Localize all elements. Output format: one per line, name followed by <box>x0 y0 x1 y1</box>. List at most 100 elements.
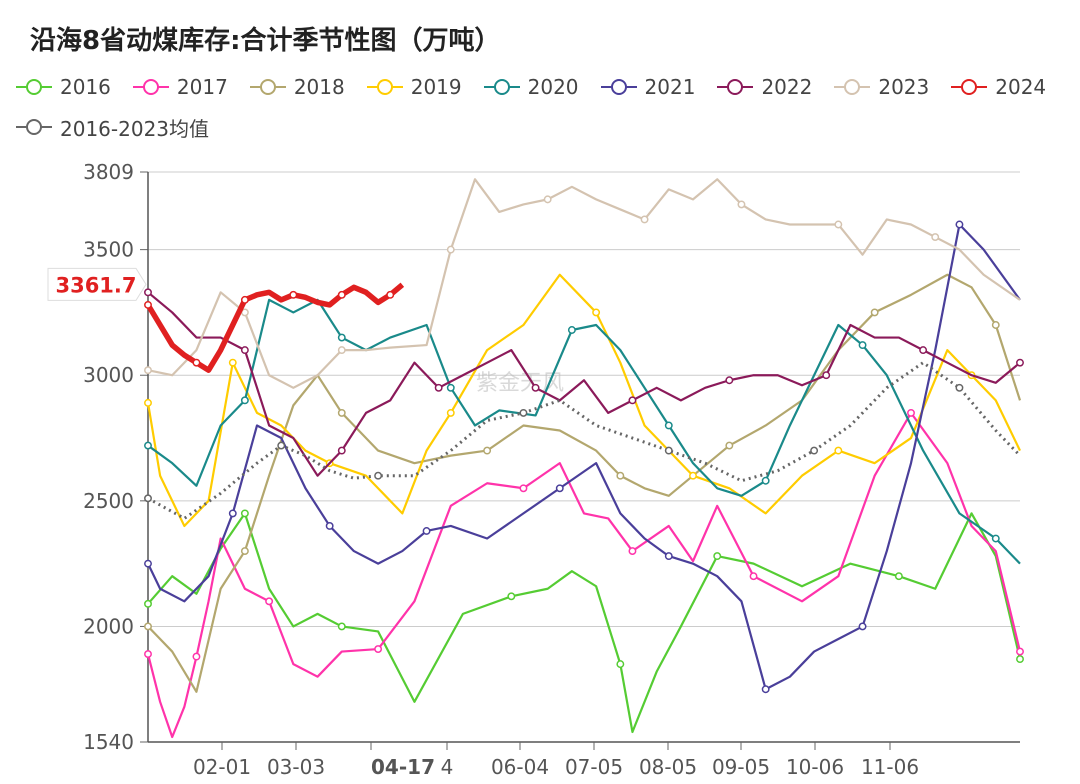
legend-marker-icon <box>483 79 520 95</box>
data-point-2021 <box>858 622 867 631</box>
data-point-2018 <box>337 408 346 417</box>
data-point-2016 <box>240 509 249 518</box>
data-point-2022 <box>434 383 443 392</box>
legend-item-avg[interactable]: 2016-2023均值 <box>14 113 209 142</box>
data-point-2018 <box>616 471 625 480</box>
data-point-2023 <box>337 346 346 355</box>
data-point-2020 <box>858 341 867 350</box>
data-point-2024 <box>386 290 395 299</box>
chart-title: 沿海8省动煤库存:合计季节性图（万吨） <box>30 26 501 56</box>
legend-marker-icon <box>16 79 52 95</box>
data-point-2023 <box>737 200 746 209</box>
data-point-2023 <box>834 220 843 229</box>
data-point-avg <box>810 446 819 455</box>
data-point-2023 <box>446 245 455 254</box>
series-line-2021 <box>147 223 1021 691</box>
legend-label: 2020 <box>527 75 579 99</box>
data-point-2020 <box>664 421 673 430</box>
data-point-2016 <box>713 552 722 561</box>
legend-item-2020[interactable]: 2020 <box>482 75 579 99</box>
data-point-2017 <box>749 572 758 581</box>
data-point-2023 <box>543 195 552 204</box>
data-point-avg <box>144 494 152 503</box>
y-tick-label: 1540 <box>83 730 134 754</box>
data-point-2020 <box>446 383 455 392</box>
legend-item-2017[interactable]: 2017 <box>131 75 228 99</box>
y-tick-label: 2500 <box>83 489 134 513</box>
data-point-2022 <box>531 383 540 392</box>
data-point-2024 <box>289 290 298 299</box>
data-point-2017 <box>192 652 201 661</box>
x-tick-label: 04-17 <box>371 755 435 779</box>
data-point-2017 <box>144 650 152 659</box>
legend-item-2022[interactable]: 2022 <box>715 75 812 99</box>
series-line-2017 <box>146 411 1022 739</box>
legend-label: 2022 <box>761 75 813 99</box>
data-point-2016 <box>144 599 152 608</box>
data-point-2016 <box>507 592 516 601</box>
legend-item-2019[interactable]: 2019 <box>365 75 462 99</box>
data-point-2019 <box>592 308 601 317</box>
data-point-2018 <box>483 446 492 455</box>
x-tick-label: 11-06 <box>861 755 919 779</box>
data-point-2017 <box>1016 647 1024 656</box>
x-tick-label: 02-01 <box>193 755 251 779</box>
data-point-2020 <box>567 326 576 334</box>
current-value-label: 3361.7 <box>55 273 136 297</box>
x-tick-label: 08-05 <box>639 755 697 779</box>
legend-item-2021[interactable]: 2021 <box>599 75 696 99</box>
legend-label: 2016-2023均值 <box>60 116 210 141</box>
y-tick-label: 2000 <box>83 614 134 638</box>
series-line-2018 <box>147 273 1022 693</box>
data-point-2023 <box>640 215 649 224</box>
series-line-2020 <box>147 298 1021 565</box>
y-tick-label: 3809 <box>83 160 134 184</box>
legend-marker-icon <box>717 79 754 95</box>
legend-label: 2018 <box>293 75 345 99</box>
legend-label: 2019 <box>410 75 462 99</box>
data-point-2020 <box>991 534 1000 543</box>
data-point-2022 <box>919 346 928 355</box>
legend-label: 2021 <box>644 75 696 99</box>
legend-marker-icon <box>249 79 286 95</box>
legend-marker-icon <box>834 79 871 95</box>
x-tick-label: 03-03 <box>267 755 325 779</box>
legend-item-2016[interactable]: 2016 <box>14 75 111 99</box>
series-line-2022 <box>147 291 1021 477</box>
series-line-2024 <box>145 282 405 373</box>
data-point-2019 <box>228 358 237 367</box>
data-point-2021 <box>228 509 237 518</box>
data-point-2024 <box>144 300 152 309</box>
data-point-2021 <box>761 685 770 694</box>
data-point-2019 <box>144 398 152 407</box>
data-point-2024 <box>192 358 201 367</box>
watermark: 紫金天风 <box>476 371 564 396</box>
x-tick-label: 07-05 <box>565 755 623 779</box>
x-tick-label: 06-04 <box>491 755 549 779</box>
x-tick-label: 4 <box>441 755 454 779</box>
series-line-2023 <box>147 178 1021 389</box>
data-point-2019 <box>834 446 843 455</box>
data-point-2016 <box>1016 655 1024 664</box>
data-point-2024 <box>337 290 346 299</box>
legend-item-2023[interactable]: 2023 <box>832 75 929 99</box>
data-point-avg <box>519 408 528 417</box>
data-point-2018 <box>144 622 152 631</box>
data-point-2022 <box>240 346 249 355</box>
data-point-2022 <box>1016 358 1024 367</box>
legend-row-1: 2016 2017 2018 2019 2020 2021 2022 2023 2024 <box>14 70 1074 104</box>
x-tick-label: 10-06 <box>786 755 844 779</box>
legend-item-2018[interactable]: 2018 <box>248 75 345 99</box>
legend-item-2024[interactable]: 2024 <box>949 75 1046 99</box>
data-point-2017 <box>265 597 274 606</box>
data-point-2019 <box>446 408 455 417</box>
data-point-avg <box>277 441 286 450</box>
data-point-2016 <box>616 660 625 669</box>
data-point-2022 <box>628 396 637 405</box>
data-point-2021 <box>664 552 673 561</box>
data-point-2023 <box>931 233 940 242</box>
legend-label: 2024 <box>995 75 1047 99</box>
data-point-2024 <box>240 295 249 304</box>
legend-marker-icon <box>366 79 403 95</box>
